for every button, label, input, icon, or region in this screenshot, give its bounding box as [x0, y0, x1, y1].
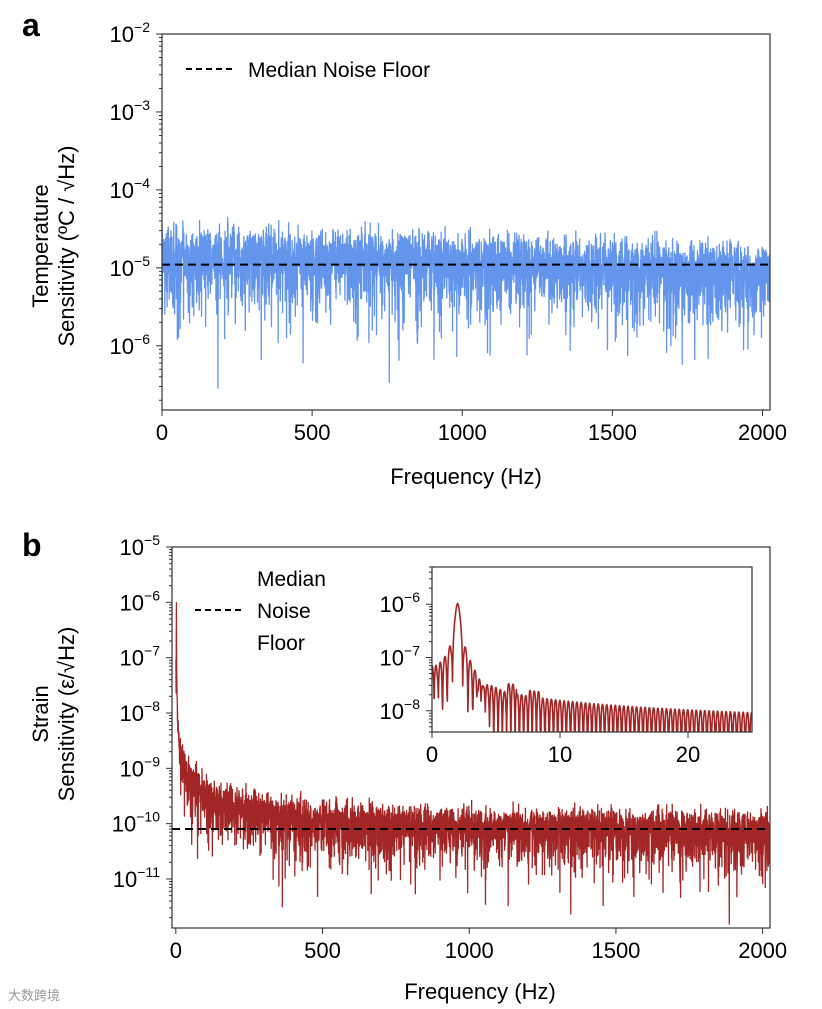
y-tick-exponent: −5 — [134, 253, 150, 269]
y-tick-exponent: −8 — [404, 696, 420, 712]
y-axis-title-b-line2: Sensitivity (ε/√Hz) — [54, 627, 79, 802]
y-tick-label: 10−3 — [110, 97, 151, 125]
y-axis-title-a-line1: Temperature — [28, 184, 53, 308]
y-tick-exponent: −8 — [144, 698, 160, 714]
y-tick-label: 10−7 — [120, 643, 161, 671]
y-tick-exponent: −2 — [134, 19, 150, 35]
y-tick-base: 10 — [110, 178, 134, 203]
axes-frame — [161, 33, 771, 411]
y-tick-label: 10−10 — [112, 809, 160, 837]
axes-frame — [171, 546, 771, 929]
panel-label-a: a — [22, 7, 40, 43]
axes-inset: 10−610−710−80 10 20 — [380, 566, 753, 767]
legend-a-label: Median Noise Floor — [248, 59, 430, 82]
y-tick-base: 10 — [380, 699, 404, 724]
series-group — [162, 216, 770, 389]
y-tick-exponent: −6 — [404, 589, 420, 605]
y-tick-label: 10−9 — [120, 753, 161, 781]
y-tick-base: 10 — [110, 100, 134, 125]
legend-b-label-line3: Floor — [257, 632, 305, 655]
axes-frame — [431, 566, 753, 733]
y-tick-base: 10 — [120, 701, 144, 726]
y-tick-label: 10−7 — [380, 643, 421, 671]
y-tick-label: 10−6 — [110, 331, 151, 359]
legend-a: Median Noise Floor — [186, 59, 430, 82]
x-tick-label: 2000 — [738, 938, 787, 963]
series-line-b-inset — [432, 602, 752, 732]
y-tick-label: 10−5 — [120, 532, 161, 560]
series-line-a — [162, 216, 770, 389]
y-tick-base: 10 — [380, 592, 404, 617]
x-tick-label: 10 — [548, 742, 572, 767]
y-tick-base: 10 — [113, 867, 137, 892]
x-tick-label: 500 — [304, 938, 341, 963]
y-tick-label: 10−8 — [380, 696, 421, 724]
y-tick-exponent: −4 — [134, 175, 150, 191]
legend-b-label-line2: Noise — [257, 600, 311, 623]
y-tick-base: 10 — [380, 646, 404, 671]
y-axis-title-b-line1: Strain — [28, 685, 53, 742]
y-tick-label: 10−8 — [120, 698, 161, 726]
x-tick-label: 0 — [156, 420, 168, 445]
y-tick-exponent: −3 — [134, 97, 150, 113]
x-axis-title-b: Frequency (Hz) — [404, 979, 556, 1004]
x-tick-label: 20 — [676, 742, 700, 767]
y-tick-base: 10 — [110, 334, 134, 359]
y-tick-base: 10 — [120, 756, 144, 781]
series-group — [432, 602, 752, 732]
x-tick-label: 2000 — [738, 420, 787, 445]
y-tick-base: 10 — [112, 812, 136, 837]
watermark: 大数跨境 — [8, 988, 60, 1003]
y-tick-exponent: −7 — [404, 643, 420, 659]
y-tick-base: 10 — [120, 590, 144, 615]
y-tick-exponent: −10 — [136, 809, 160, 825]
y-tick-label: 10−5 — [110, 253, 151, 281]
x-axis-title-a: Frequency (Hz) — [390, 464, 542, 489]
y-tick-base: 10 — [120, 646, 144, 671]
x-tick-label: 1500 — [588, 420, 637, 445]
axes-a: 10−210−310−410−510−60 500 1000 1500 2000 — [110, 19, 787, 445]
inset-background — [432, 567, 752, 732]
y-tick-base: 10 — [110, 256, 134, 281]
x-tick-label: 0 — [426, 742, 438, 767]
y-tick-exponent: −7 — [144, 643, 160, 659]
y-tick-exponent: −6 — [144, 587, 160, 603]
y-tick-exponent: −11 — [137, 864, 160, 880]
x-tick-label: 1500 — [591, 938, 640, 963]
y-axis-title-a-line2: Sensitivity (ºC / √Hz) — [54, 145, 79, 346]
x-tick-label: 0 — [170, 938, 182, 963]
x-tick-label: 1000 — [438, 420, 487, 445]
y-tick-label: 10−11 — [113, 864, 160, 892]
panel-label-b: b — [22, 527, 42, 563]
y-tick-label: 10−4 — [110, 175, 151, 203]
y-tick-exponent: −9 — [144, 753, 160, 769]
x-tick-label: 1000 — [445, 938, 494, 963]
y-tick-base: 10 — [110, 22, 134, 47]
y-tick-exponent: −5 — [144, 532, 160, 548]
x-tick-label: 500 — [294, 420, 331, 445]
y-tick-exponent: −6 — [134, 331, 150, 347]
y-tick-label: 10−6 — [380, 589, 421, 617]
y-tick-label: 10−2 — [110, 19, 151, 47]
y-tick-label: 10−6 — [120, 587, 161, 615]
legend-b: Median Noise Floor — [195, 568, 326, 655]
legend-b-label-line1: Median — [257, 568, 326, 591]
y-tick-base: 10 — [120, 535, 144, 560]
